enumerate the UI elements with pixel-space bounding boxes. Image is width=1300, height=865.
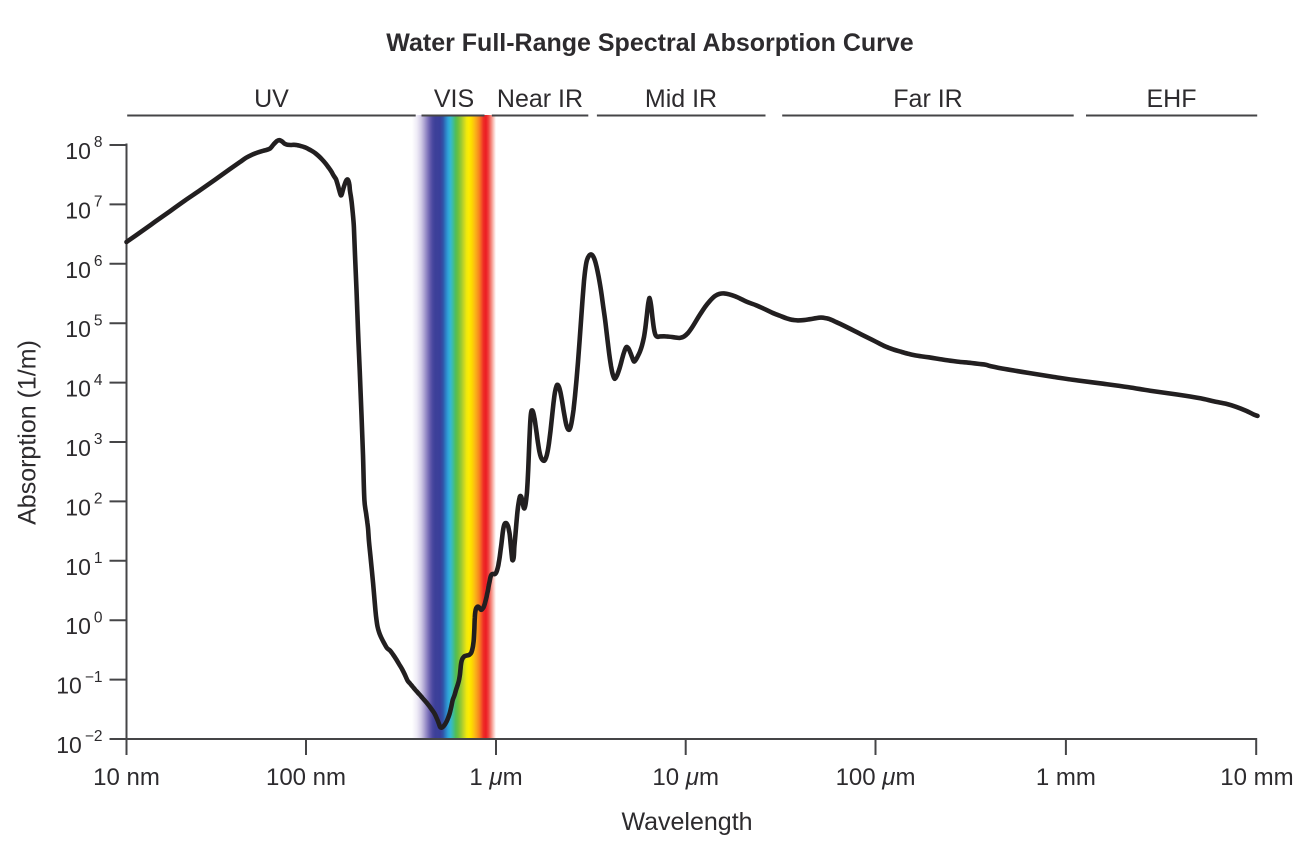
svg-text:100 nm: 100 nm [266, 764, 346, 791]
svg-text:1 μm: 1 μm [469, 764, 522, 791]
svg-text:VIS: VIS [434, 85, 474, 113]
svg-text:UV: UV [254, 85, 289, 113]
svg-text:100 μm: 100 μm [836, 764, 916, 791]
svg-text:Water Full-Range Spectral Abso: Water Full-Range Spectral Absorption Cur… [386, 29, 913, 57]
svg-text:Wavelength: Wavelength [621, 808, 752, 836]
svg-text:Mid IR: Mid IR [645, 85, 717, 113]
svg-text:10 μm: 10 μm [652, 764, 719, 791]
svg-text:Absorption (1/m): Absorption (1/m) [14, 340, 42, 525]
svg-text:Far IR: Far IR [893, 85, 962, 113]
svg-text:1 mm: 1 mm [1036, 764, 1096, 791]
svg-text:10 mm: 10 mm [1220, 764, 1293, 791]
svg-text:EHF: EHF [1147, 85, 1197, 113]
svg-text:108: 10 8 [65, 134, 102, 164]
svg-text:Near IR: Near IR [497, 85, 583, 113]
svg-text:10 nm: 10 nm [93, 764, 160, 791]
